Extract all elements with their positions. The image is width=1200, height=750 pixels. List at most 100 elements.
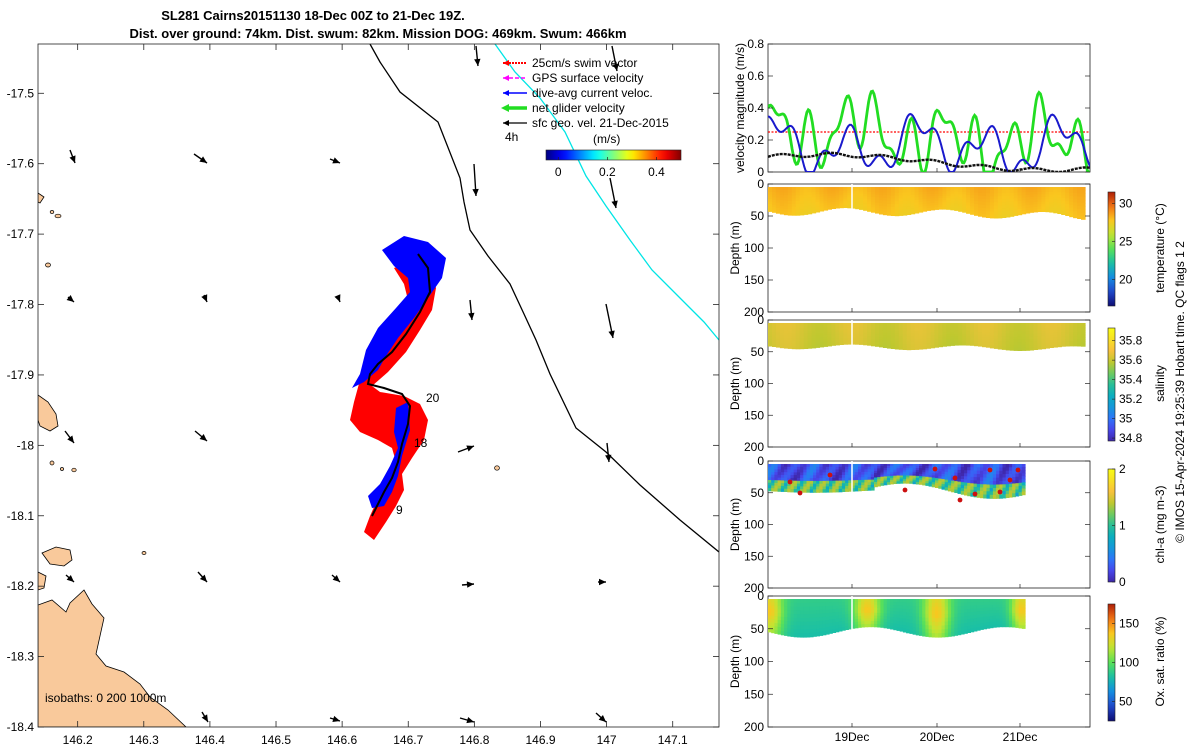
map-colorbar-bar	[545, 149, 682, 161]
track-label-18: 18	[414, 436, 428, 450]
geo-velocity-arrowhead	[472, 188, 479, 196]
section-x-tick-label: 21Dec	[1003, 730, 1038, 744]
section-colorbar-tick-label: 20	[1119, 272, 1133, 286]
velocity-y-tick-label: 0.8	[747, 37, 764, 51]
section-panel: 0 50 100 150 200 Depth (m) 50 100 150 Ox. sat. ra…	[728, 589, 1167, 734]
map-y-tick-label: -18	[17, 438, 35, 452]
section-panel: 0 50 100 150 200 Depth (m) 20 25 30 temperature (…	[728, 177, 1167, 319]
legend-label-sfc-geo: sfc geo. vel. 21-Dec-2015	[532, 116, 669, 130]
section-data-field	[768, 323, 1086, 351]
geo-velocity-arrowhead	[466, 717, 474, 724]
section-colorbar-label: salinity	[1153, 365, 1167, 402]
section-panel: 0 50 100 150 200 Depth (m) 0 1 2 chl-a (mg m-3)	[728, 454, 1167, 595]
section-data-field	[768, 187, 1086, 220]
geo-velocity-arrowhead	[466, 445, 474, 452]
land-island-2	[41, 546, 73, 567]
geo-velocity-arrowhead	[332, 574, 340, 582]
geo-velocity-arrowhead	[612, 63, 619, 71]
geo-velocity-arrowhead	[599, 578, 606, 586]
section-x-tick-label: 20Dec	[920, 730, 955, 744]
map-x-tick-label: 147	[597, 733, 617, 747]
section-colorbar-label: chl-a (mg m-3)	[1153, 485, 1167, 563]
legend-swim-vector-arrowhead	[503, 60, 509, 66]
map-y-tick-label: -17.8	[7, 298, 35, 312]
geo-velocity-arrowhead	[598, 714, 606, 722]
section-y-tick-label: 100	[744, 377, 764, 391]
land-island-3	[38, 571, 47, 591]
geo-velocity-arrowhead	[332, 157, 340, 164]
section-colorbar-tick-label: 34.8	[1119, 431, 1143, 445]
map-x-tick-label: 147.1	[658, 733, 688, 747]
map-x-ticks: 146.2 146.3 146.4 146.5 146.6 146.7 146.8 146.9…	[63, 44, 688, 747]
section-y-tick-label: 50	[751, 622, 765, 636]
isobath-label: isobaths: 0 200 1000m	[45, 691, 166, 705]
legend-label-net-glider: net glider velocity	[532, 101, 625, 115]
section-colorbar-label: temperature (°C)	[1153, 203, 1167, 293]
section-y-tick-label: 0	[757, 589, 764, 603]
velocity-y-ticks: 0 0.2 0.4 0.6 0.8	[747, 37, 1090, 179]
geo-velocity-arrowhead	[608, 330, 615, 338]
legend-label-dive-avg: dive-avg current veloc.	[532, 86, 653, 100]
map-x-tick-label: 146.9	[525, 733, 555, 747]
section-colorbar-tick-label: 35	[1119, 412, 1133, 426]
map-y-tick-label: -17.7	[7, 227, 35, 241]
chl-a-high-point	[957, 497, 963, 503]
figure-title-line1: SL281 Cairns20151130 18-Dec 00Z to 21-De…	[161, 8, 465, 23]
section-colorbar-bar	[1107, 191, 1116, 307]
map-x-tick-label: 146.7	[393, 733, 423, 747]
map-axes-frame	[37, 43, 720, 728]
chl-a-high-point	[902, 487, 908, 493]
map-x-tick-label: 146.4	[195, 733, 225, 747]
map-x-tick-label: 146.6	[327, 733, 357, 747]
section-colorbar-tick-label: 0	[1119, 575, 1126, 589]
velocity-y-tick-label: 0	[757, 165, 764, 179]
map-x-tick-label: 146.8	[459, 733, 489, 747]
section-y-tick-label: 200	[744, 440, 764, 454]
section-x-tick-label: 19Dec	[835, 730, 870, 744]
chl-a-high-point	[987, 467, 993, 473]
section-y-tick-label: 150	[744, 273, 764, 287]
section-y-tick-label: 200	[744, 305, 764, 319]
section-y-tick-label: 50	[751, 209, 765, 223]
isobath-200m	[369, 44, 719, 553]
map-colorbar-tick-label: 0	[555, 165, 562, 179]
velocity-panel: 0 0.2 0.4 0.6 0.8 velocity magnitude (m/s)	[733, 37, 1091, 179]
land-island-4	[38, 192, 45, 204]
section-y-tick-label: 200	[744, 581, 764, 595]
land-islets	[45, 210, 500, 555]
section-y-tick-label: 50	[751, 345, 765, 359]
chl-a-high-point	[997, 489, 1003, 495]
section-y-axis-label: Depth (m)	[728, 221, 742, 274]
section-y-tick-label: 100	[744, 241, 764, 255]
map-x-tick-label: 146.5	[261, 733, 291, 747]
velocity-y-tick-label: 0.2	[747, 133, 764, 147]
colorbar-units-label: (m/s)	[593, 132, 620, 146]
velocity-y-tick-label: 0.6	[747, 69, 764, 83]
geo-velocity-arrowhead	[332, 715, 340, 723]
map-y-tick-label: -17.5	[7, 86, 35, 100]
geo-velocity-arrowhead	[66, 574, 74, 582]
velocity-y-tick-label: 0.4	[747, 101, 764, 115]
section-y-tick-label: 0	[757, 177, 764, 191]
isobath-1000m	[494, 44, 719, 341]
section-colorbar-tick-label: 35.8	[1119, 334, 1143, 348]
chl-a-high-point	[827, 472, 833, 478]
section-colorbar-tick-label: 25	[1119, 234, 1133, 248]
map-y-tick-label: -18.2	[7, 579, 35, 593]
geo-velocity-arrows	[64, 45, 619, 724]
legend-label-swim-vector: 25cm/s swim vector	[532, 56, 637, 70]
map-y-tick-label: -18.4	[7, 720, 35, 734]
legend-sfc-geo-arrowhead	[503, 120, 509, 126]
chl-a-high-point	[952, 475, 958, 481]
track-red-shading	[350, 262, 436, 540]
geo-velocity-arrowhead	[605, 454, 612, 462]
velocity-y-axis-label: velocity magnitude (m/s)	[733, 43, 747, 173]
section-colorbar-label: Ox. sat. ratio (%)	[1153, 616, 1167, 706]
map-colorbar-tick-label: 0.4	[648, 165, 665, 179]
land-island-1	[38, 394, 59, 432]
map-x-tick-label: 146.3	[129, 733, 159, 747]
map-y-tick-label: -18.1	[7, 509, 35, 523]
map-y-tick-label: -18.3	[7, 650, 35, 664]
glider-track	[366, 253, 432, 517]
geo-velocity-arrowhead	[201, 294, 208, 302]
